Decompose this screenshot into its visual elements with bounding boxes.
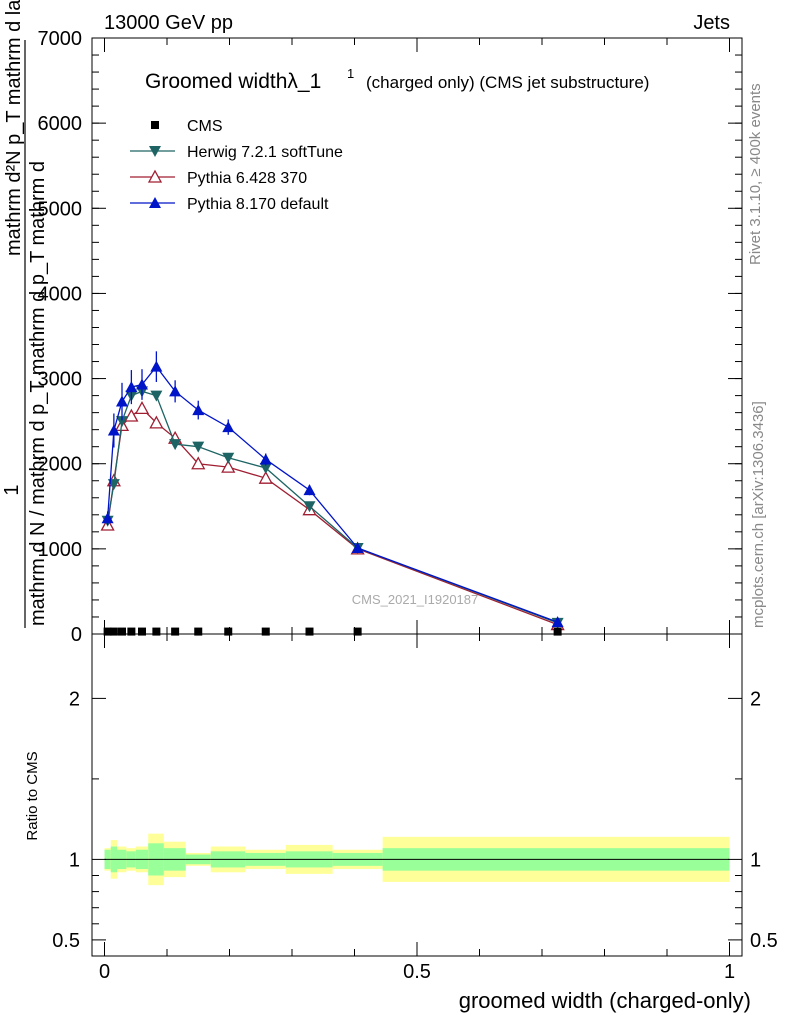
data-point — [150, 390, 163, 402]
legend-marker — [149, 146, 161, 157]
y-tick-label: 1000 — [38, 539, 83, 561]
data-point — [150, 360, 163, 372]
data-point — [259, 462, 272, 474]
data-point — [192, 441, 205, 453]
ratio-y-tick-label-right: 0.5 — [750, 930, 778, 952]
axis-ticks — [92, 37, 742, 956]
ratio-panel-frame — [91, 633, 743, 957]
chart-title: Groomed widthλ_1 1 (charged only) (CMS j… — [145, 66, 649, 93]
ratio-y-tick-label: 2 — [69, 688, 80, 710]
header-left: 13000 GeV pp — [104, 12, 233, 34]
ratio-y-tick-label-right: 2 — [750, 688, 761, 710]
legend-label: Pythia 6.428 370 — [187, 170, 307, 187]
data-point — [138, 627, 146, 636]
series-pythia-8-170-default — [101, 351, 564, 628]
data-point — [125, 381, 138, 393]
legend-item: Herwig 7.2.1 softTune — [130, 144, 343, 161]
data-point — [116, 416, 128, 428]
mcplots-label: mcplots.cern.ch [arXiv:1306.3436] — [750, 401, 767, 628]
data-point — [553, 627, 562, 636]
y-tick-label: 6000 — [38, 113, 83, 135]
y-tick-label: 3000 — [38, 369, 83, 391]
legend-label: CMS — [187, 118, 223, 135]
data-point — [152, 627, 161, 636]
title-main: Groomed widthλ_1 — [145, 70, 321, 93]
y-label-numerator: 1 — [1, 484, 23, 495]
legend-label: Herwig 7.2.1 softTune — [187, 144, 343, 161]
data-point — [259, 453, 272, 465]
data-point — [191, 456, 206, 470]
x-tick-label: 0.5 — [403, 961, 431, 983]
data-point — [116, 395, 128, 407]
data-point — [222, 452, 235, 464]
data-point — [222, 421, 235, 433]
data-point — [136, 378, 148, 390]
y-tick-label: 0 — [71, 624, 82, 646]
data-point — [551, 616, 564, 628]
data-point — [194, 627, 203, 636]
y-axis-label: 1 mathrm d N / mathrm d p_T mathrm d p_T… — [1, 0, 49, 628]
data-point — [107, 479, 120, 491]
data-point — [169, 385, 182, 397]
title-sup: 1 — [347, 66, 354, 81]
data-point — [127, 627, 136, 636]
legend: CMS Herwig 7.2.1 softTune Pythia 6.428 370… — [130, 118, 343, 213]
data-point — [149, 415, 164, 429]
legend-label: Pythia 8.170 default — [187, 196, 329, 213]
ratio-y-tick-label: 0.5 — [52, 930, 80, 952]
data-point — [107, 424, 120, 436]
rivet-label: Rivet 3.1.10, ≥ 400k events — [747, 83, 764, 265]
data-point — [101, 512, 114, 524]
y-tick-label: 4000 — [38, 283, 83, 305]
series-pythia-6-428-370 — [100, 401, 565, 631]
data-point — [305, 627, 314, 636]
x-tick-label: 1 — [724, 961, 735, 983]
data-point — [258, 470, 273, 484]
y-label-frac2: mathrm d²N p_T mathrm d lambda — [3, 0, 25, 256]
data-point — [221, 459, 236, 473]
ratio-y-tick-label: 1 — [69, 849, 80, 871]
legend-item: Pythia 6.428 370 — [130, 169, 307, 187]
data-point — [303, 501, 316, 513]
data-point — [192, 404, 205, 416]
y-label-frac1: mathrm d N / mathrm d p_T mathrm d p_T m… — [27, 161, 49, 626]
x-tick-label: 0 — [99, 961, 110, 983]
data-point — [103, 627, 112, 636]
series-line — [106, 365, 558, 623]
legend-marker — [147, 169, 163, 183]
header-right: Jets — [693, 12, 730, 34]
data-point — [169, 439, 182, 451]
legend-marker — [149, 197, 161, 208]
data-point — [118, 627, 126, 636]
legend-item: Pythia 8.170 default — [130, 196, 329, 213]
series-layer — [100, 351, 565, 636]
data-point — [353, 627, 362, 636]
data-point — [171, 627, 180, 636]
data-point — [303, 484, 316, 496]
data-point — [109, 627, 118, 636]
x-axis-label: groomed width (charged-only) — [459, 988, 751, 1013]
watermark: CMS_2021_I1920187 — [352, 592, 479, 607]
y-tick-label: 2000 — [38, 454, 83, 476]
legend-item: CMS — [151, 118, 223, 135]
tick-labels: 0 0.5 1 0 1000 2000 3000 4000 5000 6000 7000 0.5 0.5… — [38, 28, 778, 983]
data-point — [351, 542, 364, 554]
y-tick-label: 5000 — [38, 198, 83, 220]
data-point — [224, 627, 233, 636]
data-point — [134, 401, 150, 415]
title-rest: (charged only) (CMS jet substructure) — [366, 73, 649, 92]
data-point — [261, 627, 270, 636]
series-cms — [103, 627, 562, 636]
ratio-y-tick-label-right: 1 — [750, 849, 761, 871]
data-point — [124, 408, 139, 422]
ratio-y-label: Ratio to CMS — [24, 751, 41, 840]
legend-marker — [151, 121, 159, 129]
series-herwig-7-2-1-softtune — [101, 386, 564, 629]
series-line — [106, 390, 558, 624]
y-tick-label: 7000 — [38, 28, 83, 50]
